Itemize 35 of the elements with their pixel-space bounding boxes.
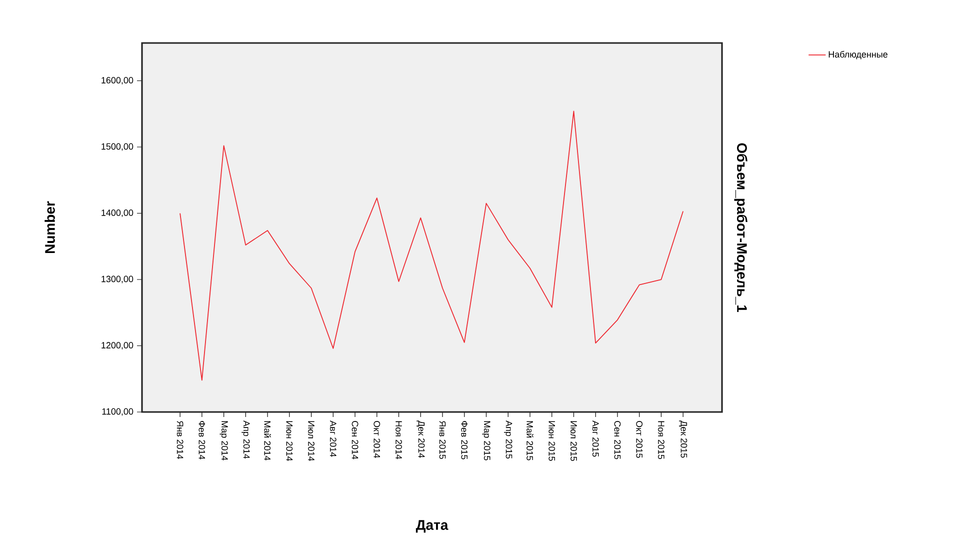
x-axis-title: Дата <box>416 520 448 533</box>
x-tick-label: Дек 2015 <box>679 420 688 458</box>
x-tick-label: Дек 2014 <box>416 420 425 458</box>
x-tick-label: Фев 2015 <box>461 421 468 460</box>
y-tick-label: 1600,00 <box>102 77 134 84</box>
x-tick-label: Апр 2015 <box>504 420 512 459</box>
x-tick-label: Апр 2014 <box>242 420 250 459</box>
y-tick-label: 1500,00 <box>102 143 134 151</box>
y-axis-title: Number <box>44 201 55 254</box>
x-tick-label: Янв 2015 <box>439 420 446 459</box>
legend-label: Наблюденные <box>828 50 888 60</box>
x-tick-label: Май 2015 <box>526 421 534 460</box>
x-tick-label: Май 2014 <box>264 421 271 460</box>
y2-axis-title: Объем_работ-Модель_1 <box>734 143 748 312</box>
y-tick-label: 1400,00 <box>102 210 134 217</box>
x-tick-label: Фев 2014 <box>198 421 206 460</box>
x-tick-label: Сен 2015 <box>614 420 621 460</box>
x-tick-label: Июн 2014 <box>286 421 293 461</box>
line-series <box>180 110 684 381</box>
x-tick-label: Ноя 2014 <box>396 421 402 460</box>
x-tick-label: Авг 2015 <box>592 420 599 457</box>
x-tick-label: Окт 2014 <box>374 420 380 458</box>
x-tick-label: Авг 2014 <box>330 420 336 457</box>
x-tick-label: Мар 2014 <box>220 421 228 460</box>
y-tick-label: 1300,00 <box>102 276 134 284</box>
y-tick-label: 1100,00 <box>102 408 134 416</box>
x-tick-label: Июл 2015 <box>570 421 577 461</box>
x-tick-label: Окт 2015 <box>636 420 643 458</box>
x-tick-label: Сен 2014 <box>352 420 358 460</box>
x-tick-label: Июл 2014 <box>308 421 314 462</box>
x-tick-label: Июн 2015 <box>548 421 556 461</box>
x-tick-label: Мар 2015 <box>482 421 490 460</box>
x-tick-label: Ноя 2015 <box>658 421 664 460</box>
y-tick-label: 1200,00 <box>102 342 134 350</box>
x-tick-label: Янв 2014 <box>176 420 184 460</box>
